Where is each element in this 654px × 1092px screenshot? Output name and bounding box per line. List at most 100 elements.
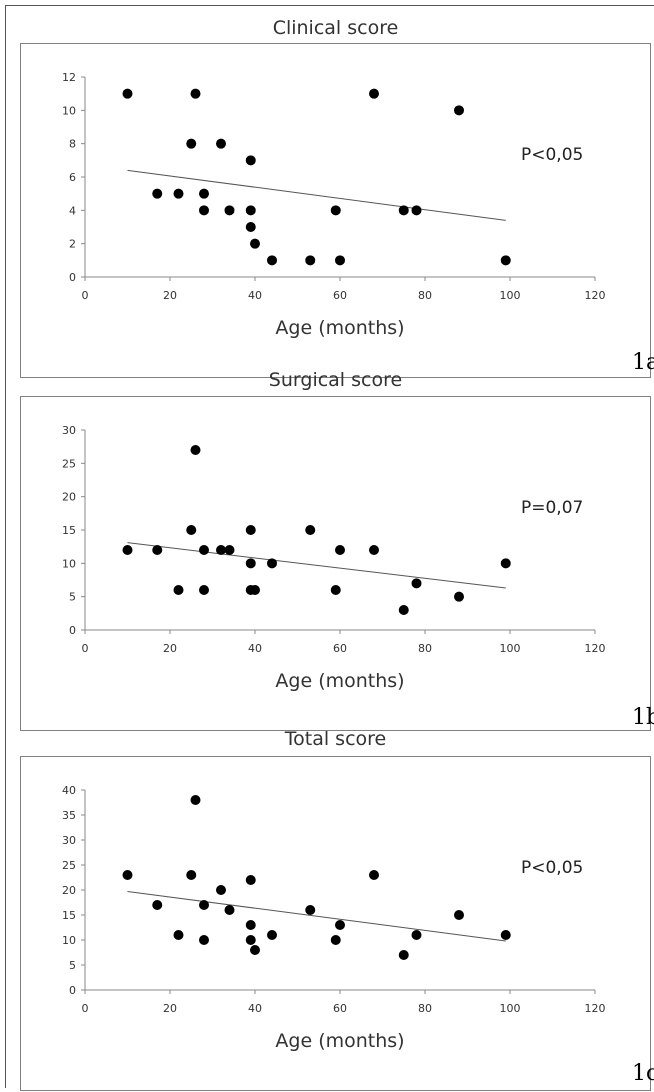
- data-point: [245, 155, 256, 166]
- data-point: [398, 605, 409, 615]
- data-point: [216, 885, 226, 895]
- data-point: [216, 545, 226, 555]
- data-point: [199, 935, 209, 945]
- data-point: [454, 910, 464, 920]
- x-axis-label: Age (months): [275, 1030, 404, 1052]
- x-tick-label: 100: [500, 1002, 521, 1015]
- data-point: [305, 255, 316, 266]
- x-tick-label: 0: [82, 642, 89, 655]
- total-score-panel: Total score 0 5 10 15 20 25 30 35 40 0 20 40 60 80 100…: [0, 722, 654, 1091]
- data-point: [369, 545, 379, 555]
- data-point: [411, 578, 422, 589]
- data-point: [369, 870, 379, 880]
- y-tick-label: 0: [69, 624, 76, 637]
- data-point: [152, 545, 163, 555]
- x-tick-label: 20: [163, 1002, 177, 1015]
- x-tick-label: 60: [333, 289, 347, 302]
- y-tick-label: 30: [62, 424, 76, 437]
- data-point: [190, 445, 201, 455]
- x-tick-label: 100: [500, 642, 521, 655]
- chart-title: Clinical score: [272, 17, 399, 39]
- y-tick-label: 15: [62, 524, 76, 537]
- x-tick-label: 120: [585, 642, 606, 655]
- data-point: [122, 88, 133, 99]
- x-axis-label: Age (months): [275, 670, 404, 692]
- p-value-annotation: P=0,07: [521, 498, 583, 518]
- y-tick-label: 2: [69, 238, 76, 251]
- figure-label: 1b: [632, 705, 654, 730]
- y-tick-label: 12: [62, 71, 76, 84]
- surgical-score-chart: 0 5 10 15 20 25 30 0 20 40 60 80 100 120 Age (months) P…: [20, 396, 651, 731]
- x-tick-label: 80: [418, 1002, 432, 1015]
- x-tick-label: 40: [248, 1002, 262, 1015]
- y-tick-label: 20: [62, 491, 76, 504]
- x-tick-label: 80: [418, 289, 432, 302]
- x-tick-label: 20: [163, 289, 177, 302]
- data-point: [245, 875, 256, 885]
- y-tick-label: 6: [69, 171, 76, 184]
- y-tick-label: 0: [69, 271, 76, 284]
- data-point: [398, 205, 409, 216]
- y-tick-label: 30: [62, 834, 76, 847]
- data-point: [173, 188, 184, 199]
- y-tick-label: 40: [62, 784, 76, 797]
- scatter-plot: 0 5 10 15 20 25 30 0 20 40 60 80 100 120 Age (months) P…: [62, 424, 606, 692]
- data-point: [199, 585, 209, 595]
- data-point: [454, 591, 464, 602]
- scatter-plot: 0 5 10 15 20 25 30 35 40 0 20 40 60 80 100 120 Age (mont…: [62, 784, 606, 1052]
- trend-line: [127, 169, 506, 221]
- x-tick-label: 20: [163, 642, 177, 655]
- x-tick-label: 80: [418, 642, 432, 655]
- data-point: [216, 138, 226, 149]
- y-tick-label: 10: [62, 934, 76, 947]
- p-value-annotation: P<0,05: [521, 145, 583, 165]
- y-tick-label: 0: [69, 984, 76, 997]
- data-point: [250, 238, 260, 249]
- data-point: [152, 188, 163, 199]
- data-point: [245, 222, 256, 232]
- trend-line: [127, 891, 506, 942]
- total-score-chart: 0 5 10 15 20 25 30 35 40 0 20 40 60 80 100 120 Age (mont…: [20, 756, 651, 1091]
- data-point: [250, 945, 260, 955]
- data-point: [122, 545, 133, 555]
- y-tick-label: 25: [62, 457, 76, 470]
- data-point: [500, 558, 511, 569]
- data-point: [173, 585, 184, 595]
- figure-label: 1a: [632, 350, 654, 375]
- surgical-score-panel: Surgical score 0 5 10 15 20 25 30 0 20 40 60 80 100 1…: [0, 360, 654, 731]
- y-tick-label: 20: [62, 884, 76, 897]
- data-point: [267, 558, 277, 569]
- y-tick-label: 15: [62, 909, 76, 922]
- x-tick-label: 120: [585, 1002, 606, 1015]
- y-tick-label: 8: [69, 138, 76, 151]
- y-tick-label: 10: [62, 557, 76, 570]
- x-tick-label: 0: [82, 1002, 89, 1015]
- y-tick-label: 25: [62, 859, 76, 872]
- data-point: [152, 900, 163, 910]
- data-point: [199, 545, 209, 555]
- x-tick-label: 60: [333, 1002, 347, 1015]
- data-point: [411, 930, 422, 940]
- chart-title: Surgical score: [268, 369, 403, 391]
- x-tick-label: 0: [82, 289, 89, 302]
- figure-label: 1c: [632, 1061, 654, 1086]
- data-point: [199, 900, 209, 910]
- x-tick-label: 40: [248, 642, 262, 655]
- x-tick-label: 100: [500, 289, 521, 302]
- data-point: [454, 105, 464, 116]
- x-tick-label: 60: [333, 642, 347, 655]
- chart-title: Total score: [284, 728, 387, 750]
- p-value-annotation: P<0,05: [521, 858, 583, 878]
- data-point: [224, 205, 235, 216]
- data-point: [267, 255, 277, 266]
- data-point: [245, 205, 256, 216]
- data-point: [186, 870, 197, 880]
- data-point: [335, 920, 345, 930]
- data-point: [199, 188, 209, 199]
- y-tick-label: 35: [62, 809, 76, 822]
- y-tick-label: 5: [69, 591, 76, 604]
- data-point: [369, 88, 379, 99]
- page-frame: [5, 5, 654, 1088]
- y-tick-label: 5: [69, 959, 76, 972]
